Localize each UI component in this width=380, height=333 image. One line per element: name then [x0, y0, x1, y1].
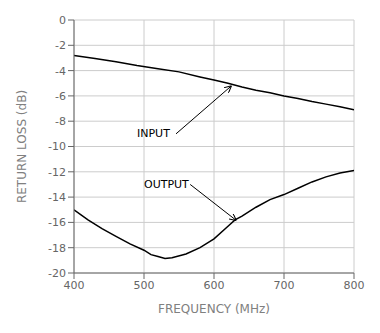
svg-text:800: 800: [344, 279, 365, 292]
svg-text:-8: -8: [55, 115, 66, 128]
svg-text:400: 400: [64, 279, 85, 292]
svg-text:600: 600: [204, 279, 225, 292]
svg-text:-14: -14: [48, 191, 66, 204]
svg-text:500: 500: [134, 279, 155, 292]
svg-text:0: 0: [59, 14, 66, 27]
svg-text:-18: -18: [48, 242, 66, 255]
svg-text:700: 700: [274, 279, 295, 292]
svg-text:OUTPUT: OUTPUT: [144, 178, 189, 191]
svg-text:-4: -4: [55, 65, 66, 78]
svg-text:FREQUENCY (MHz): FREQUENCY (MHz): [158, 302, 270, 316]
svg-text:INPUT: INPUT: [137, 127, 170, 140]
svg-text:-12: -12: [48, 166, 66, 179]
svg-text:RETURN LOSS (dB): RETURN LOSS (dB): [15, 90, 29, 203]
svg-text:-6: -6: [55, 90, 66, 103]
svg-text:-16: -16: [48, 216, 66, 229]
svg-text:-2: -2: [55, 39, 66, 52]
svg-text:-20: -20: [48, 267, 66, 280]
svg-text:-10: -10: [48, 140, 66, 153]
